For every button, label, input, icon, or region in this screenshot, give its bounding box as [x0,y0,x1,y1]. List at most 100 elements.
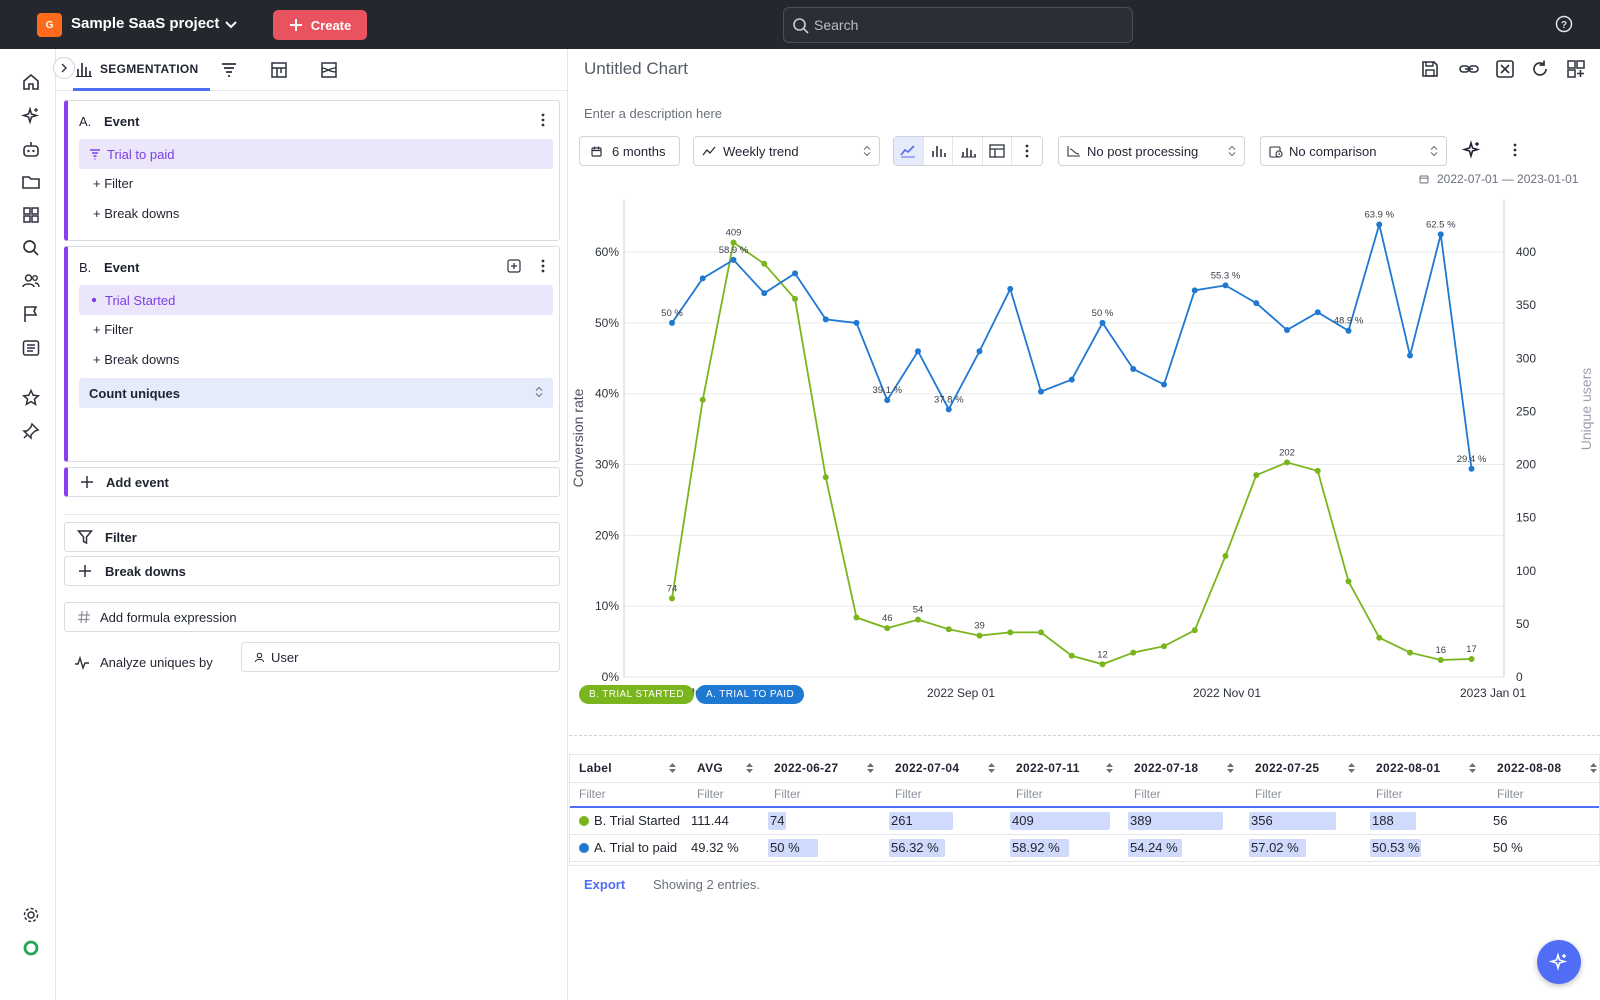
column-header[interactable]: AVG [687,754,764,783]
funnel-icon[interactable] [219,60,239,80]
global-filter-button[interactable]: Filter [64,522,560,552]
column-header[interactable]: 2022-07-04 [885,754,1006,783]
sort-icon[interactable] [1105,762,1114,777]
chart-description[interactable]: Enter a description here [584,106,723,121]
column-header[interactable]: 2022-08-01 [1366,754,1487,783]
column-header[interactable]: 2022-07-25 [1245,754,1366,783]
post-processing-select[interactable]: No post processing [1058,136,1245,166]
dashboard-icon[interactable] [20,204,42,226]
analyze-label: Analyze uniques by [100,655,213,670]
event-b-selector[interactable]: Trial Started [79,285,553,315]
home-icon[interactable] [20,71,42,93]
sort-icon[interactable] [1226,762,1235,777]
kebab-menu-icon[interactable] [541,113,545,127]
collapse-panel-button[interactable] [53,57,75,79]
analyze-by-value: User [271,649,299,665]
ai-assistant-button[interactable] [1537,940,1581,984]
stacked-bar-button[interactable] [953,137,983,165]
range-select[interactable]: 6 months [579,136,680,166]
add-to-dashboard-icon[interactable] [1565,58,1587,80]
more-visualizations-button[interactable] [1012,137,1042,165]
event-b-add-filter[interactable]: + Filter [93,322,134,337]
value-bar: 50 % [768,838,818,857]
list-icon[interactable] [20,337,42,359]
sort-icon[interactable] [668,762,677,777]
sparkle-icon [1549,952,1568,971]
event-a-add-breakdown[interactable]: + Break downs [93,206,180,221]
trend-select[interactable]: Weekly trend [693,136,880,166]
column-filter-input[interactable]: Filter [569,782,687,808]
table-row[interactable]: A. Trial to paid 49.32 % 50 % 56.32 % 58.92 … [569,834,1600,862]
column-header[interactable]: Label [569,754,687,783]
column-header[interactable]: 2022-08-08 [1487,754,1600,783]
chart-title[interactable]: Untitled Chart [584,59,688,78]
data-point [976,632,983,639]
refresh-icon[interactable] [1529,58,1551,80]
search-box[interactable] [783,7,1133,43]
column-filter-input[interactable]: Filter [1366,782,1487,808]
flag-icon[interactable] [20,303,42,325]
global-breakdown-button[interactable]: Break downs [64,556,560,586]
column-filter-input[interactable]: Filter [687,782,764,808]
column-filter-input[interactable]: Filter [885,782,1006,808]
kebab-menu-icon[interactable] [1513,143,1517,157]
search-input[interactable] [814,17,1114,33]
event-a-selector[interactable]: Trial to paid [79,139,553,169]
save-icon[interactable] [1419,58,1441,80]
ai-sparkle-icon[interactable] [1462,140,1482,160]
flow-icon[interactable] [319,60,339,80]
tab-segmentation[interactable]: SEGMENTATION [73,49,210,91]
table-view-button[interactable] [983,137,1013,165]
add-formula-button[interactable]: Add formula expression [64,602,560,632]
robot-icon[interactable] [20,138,42,160]
gear-icon[interactable] [20,904,42,926]
left-rail [0,49,56,1000]
star-icon[interactable] [20,387,42,409]
event-b-add-breakdown[interactable]: + Break downs [93,352,180,367]
add-square-icon[interactable] [507,259,521,273]
project-badge[interactable]: G [37,13,62,37]
legend-trial-to-paid[interactable]: A. TRIAL TO PAID [696,685,805,704]
sort-icon[interactable] [745,762,754,777]
sort-icon[interactable] [866,762,875,777]
line-chart-button[interactable] [894,137,924,165]
sort-icon[interactable] [1347,762,1356,777]
sort-icon[interactable] [1589,762,1598,777]
help-icon[interactable]: ? [1555,15,1573,33]
export-button[interactable]: Export [584,877,626,892]
link-icon[interactable] [1458,58,1480,80]
create-button[interactable]: Create [273,10,367,40]
event-a-add-filter[interactable]: + Filter [93,176,134,191]
folder-icon[interactable] [20,171,42,193]
value-cell: 50 % [764,834,885,862]
column-filter-input[interactable]: Filter [1006,782,1124,808]
retention-icon[interactable] [269,60,289,80]
search-icon[interactable] [20,237,42,259]
legend-trial-started[interactable]: B. TRIAL STARTED [579,685,694,704]
column-filter-input[interactable]: Filter [1124,782,1245,808]
pin-icon[interactable] [20,420,42,442]
sort-icon[interactable] [987,762,996,777]
table-row[interactable]: B. Trial Started 111.44 74 261 409 389 356 188 5… [569,807,1600,835]
column-filter-input[interactable]: Filter [1487,782,1600,808]
measure-select[interactable]: Count uniques [79,378,553,408]
sparkle-icon[interactable] [20,105,42,127]
chevron-down-icon[interactable] [222,15,240,33]
project-name[interactable]: Sample SaaS project [71,15,220,32]
data-point [1314,467,1321,474]
users-icon[interactable] [20,270,42,292]
column-header[interactable]: 2022-06-27 [764,754,885,783]
add-event-button[interactable]: Add event [64,467,560,497]
close-square-icon[interactable] [1494,58,1516,80]
bar-chart-button[interactable] [924,137,954,165]
sort-icon[interactable] [1468,762,1477,777]
column-header[interactable]: 2022-07-11 [1006,754,1124,783]
analyze-uniques: Analyze uniques by [74,655,213,670]
analyze-by-select[interactable]: User [241,642,560,672]
column-filter-input[interactable]: Filter [1245,782,1366,808]
comparison-select[interactable]: No comparison [1260,136,1447,166]
column-header[interactable]: 2022-07-18 [1124,754,1245,783]
kebab-menu-icon[interactable] [541,259,545,273]
column-filter-input[interactable]: Filter [764,782,885,808]
status-icon [20,937,42,959]
